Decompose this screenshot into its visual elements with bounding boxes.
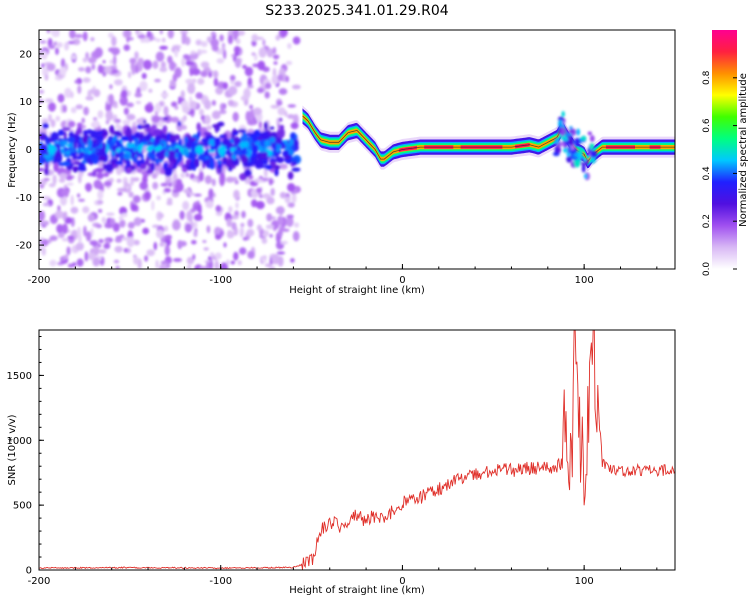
snr-x-tick-label: 0 <box>399 576 405 587</box>
snr-y-tick-label: 500 <box>13 501 32 512</box>
snr-x-tick-label: 100 <box>575 576 594 587</box>
spectrogram-x-tick-label: 0 <box>399 275 405 286</box>
spectrogram-y-tick-label: 20 <box>19 49 32 60</box>
colorbar-gradient <box>712 30 737 269</box>
spectrogram-x-tick-label: -100 <box>209 275 232 286</box>
snr-x-tick-label: -100 <box>209 576 232 587</box>
colorbar-tick-label: 0.0 <box>702 262 712 277</box>
snr-x-axis: -200 -100 0 100 <box>28 565 658 587</box>
colorbar: 0.0 0.2 0.4 0.6 0.8 Normalized spectral ampl… <box>702 30 749 276</box>
spectrogram-y-label: Frequency (Hz) <box>7 112 18 188</box>
figure-title: S233.2025.341.01.29.R04 <box>265 3 448 19</box>
spectrogram-y-tick-label: 10 <box>19 97 32 108</box>
spectrogram-noise-blobs <box>39 30 302 269</box>
spectrogram-data <box>39 30 675 269</box>
snr-x-label: Height of straight line (km) <box>289 585 425 596</box>
snr-y-tick-label: 1000 <box>7 436 32 447</box>
colorbar-label: Normalized spectral amplitude <box>738 73 749 227</box>
spectrogram-x-label: Height of straight line (km) <box>289 285 425 296</box>
snr-panel: -200 -100 0 100 0 500 1000 1500 Height of stra… <box>7 329 676 596</box>
colorbar-tick-label: 0.8 <box>702 70 712 85</box>
colorbar-tick-label: 0.2 <box>702 214 712 228</box>
spectrogram-ridge-band-4 <box>302 113 675 163</box>
snr-data <box>39 330 675 570</box>
snr-y-tick-label: 0 <box>26 566 32 577</box>
spectrogram-ridge-trace <box>302 115 675 163</box>
snr-series-line <box>39 330 675 570</box>
snr-y-axis: 0 500 1000 1500 <box>7 335 44 577</box>
spectrogram-y-tick-label: -10 <box>16 193 32 204</box>
snr-frame <box>38 329 676 571</box>
spectrogram-y-tick-label: 0 <box>26 145 32 156</box>
snr-y-label: SNR (10 * v/v) <box>7 414 18 485</box>
spectrogram-turbulence-blobs <box>552 111 598 181</box>
spectrogram-x-axis: -200 -100 0 100 <box>28 264 658 286</box>
colorbar-ticks: 0.0 0.2 0.4 0.6 0.8 <box>702 70 737 276</box>
spectrogram-y-axis: -20 -10 0 10 20 <box>16 29 44 270</box>
spectrogram-x-tick-label: 100 <box>575 275 594 286</box>
spectrogram-x-tick-label: -200 <box>28 275 51 286</box>
spectrogram-y-tick-label: -20 <box>16 241 32 252</box>
snr-y-tick-label: 1500 <box>7 371 32 382</box>
snr-x-tick-label: -200 <box>28 576 51 587</box>
snr-plot-area <box>39 330 675 570</box>
colorbar-tick-label: 0.4 <box>702 166 712 181</box>
colorbar-tick-label: 0.6 <box>702 118 712 133</box>
